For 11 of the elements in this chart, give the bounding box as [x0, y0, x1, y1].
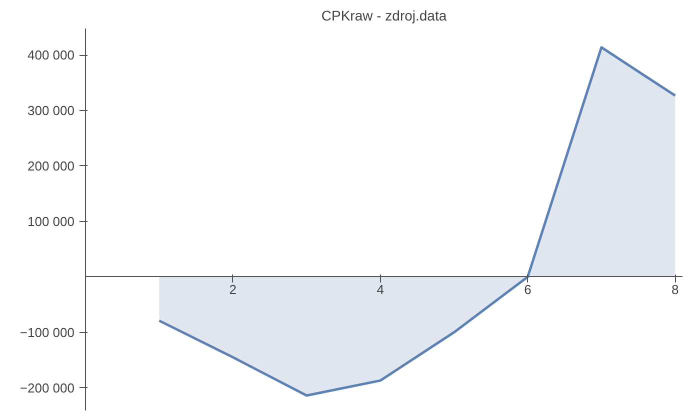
y-tick-label: 100 000: [28, 214, 75, 229]
y-tick-label: −100 000: [20, 324, 75, 340]
y-tick-label: −200 000: [20, 380, 75, 396]
x-tick-label: 2: [229, 282, 237, 297]
chart-title: CPKraw - zdroj.data: [321, 8, 447, 24]
y-tick-label: 200 000: [28, 158, 75, 174]
y-tick-label: 400 000: [28, 48, 75, 63]
y-tick-label: 300 000: [28, 103, 75, 118]
x-tick-label: 4: [376, 282, 384, 297]
x-tick-label: 8: [672, 282, 679, 297]
x-tick-label: 6: [524, 282, 532, 297]
